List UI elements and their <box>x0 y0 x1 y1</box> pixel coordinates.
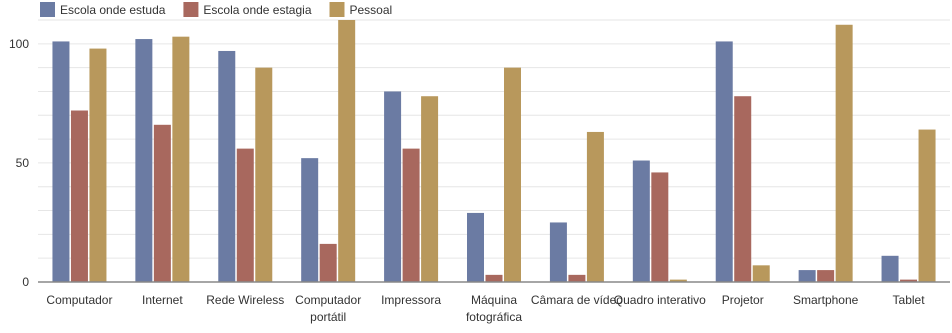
x-category-label: Quadro interativo <box>614 293 706 307</box>
bar[interactable] <box>586 131 604 282</box>
bar[interactable] <box>485 274 503 282</box>
x-category-label: Projetor <box>722 293 764 307</box>
y-tick-label: 0 <box>22 275 29 289</box>
x-category-label: Internet <box>142 293 183 307</box>
y-axis-ticks: 0 50 100 <box>9 37 29 289</box>
bar[interactable] <box>651 172 669 282</box>
bar[interactable] <box>421 96 439 282</box>
x-category-label: Computador <box>295 293 361 307</box>
legend-label[interactable]: Pessoal <box>350 3 393 17</box>
bar[interactable] <box>135 39 153 282</box>
x-category-label: Rede Wireless <box>206 293 284 307</box>
x-category-label: Impressora <box>381 293 441 307</box>
bars <box>52 20 936 283</box>
bar[interactable] <box>153 124 171 282</box>
y-tick-label: 100 <box>9 37 29 51</box>
x-category-label: Smartphone <box>793 293 859 307</box>
grid-lines <box>38 19 950 259</box>
bar[interactable] <box>817 270 835 282</box>
legend-swatch[interactable] <box>183 2 199 17</box>
x-category-label: Computador <box>46 293 112 307</box>
bar[interactable] <box>384 91 402 282</box>
bar[interactable] <box>236 148 254 282</box>
bar[interactable] <box>172 36 190 282</box>
bar[interactable] <box>669 279 687 282</box>
bar[interactable] <box>918 129 936 282</box>
bar[interactable] <box>89 48 107 282</box>
bar[interactable] <box>301 158 319 282</box>
bar[interactable] <box>835 24 853 282</box>
bar[interactable] <box>467 212 484 282</box>
legend-swatch[interactable] <box>329 2 345 17</box>
bar[interactable] <box>218 50 236 282</box>
legend-swatch[interactable] <box>40 2 55 17</box>
x-category-label: portátil <box>310 310 346 324</box>
bar[interactable] <box>752 265 770 282</box>
bar[interactable] <box>338 20 356 282</box>
x-category-label: Tablet <box>893 293 926 307</box>
bar[interactable] <box>52 41 70 282</box>
bar[interactable] <box>798 270 816 282</box>
bar[interactable] <box>568 274 586 282</box>
bar[interactable] <box>549 222 567 282</box>
x-category-label: Câmara de vídeo <box>531 293 623 307</box>
legend-label[interactable]: Escola onde estagia <box>203 3 311 17</box>
bar[interactable] <box>632 160 650 282</box>
bar[interactable] <box>70 110 88 282</box>
bar[interactable] <box>319 243 337 282</box>
bar[interactable] <box>881 255 899 282</box>
y-tick-label: 50 <box>16 156 30 170</box>
bar[interactable] <box>402 148 420 282</box>
bar[interactable] <box>900 279 918 282</box>
x-category-label: Máquina <box>471 293 517 307</box>
legend: Escola onde estuda Escola onde estagia Pes… <box>40 2 392 17</box>
legend-label[interactable]: Escola onde estuda <box>60 3 166 17</box>
x-axis-labels: Computador Internet Rede Wireless Computado… <box>46 293 925 324</box>
x-category-label: fotográfica <box>466 310 522 324</box>
bar[interactable] <box>734 96 752 282</box>
bar[interactable] <box>715 41 733 282</box>
bar[interactable] <box>504 67 521 283</box>
bar[interactable] <box>255 67 273 283</box>
